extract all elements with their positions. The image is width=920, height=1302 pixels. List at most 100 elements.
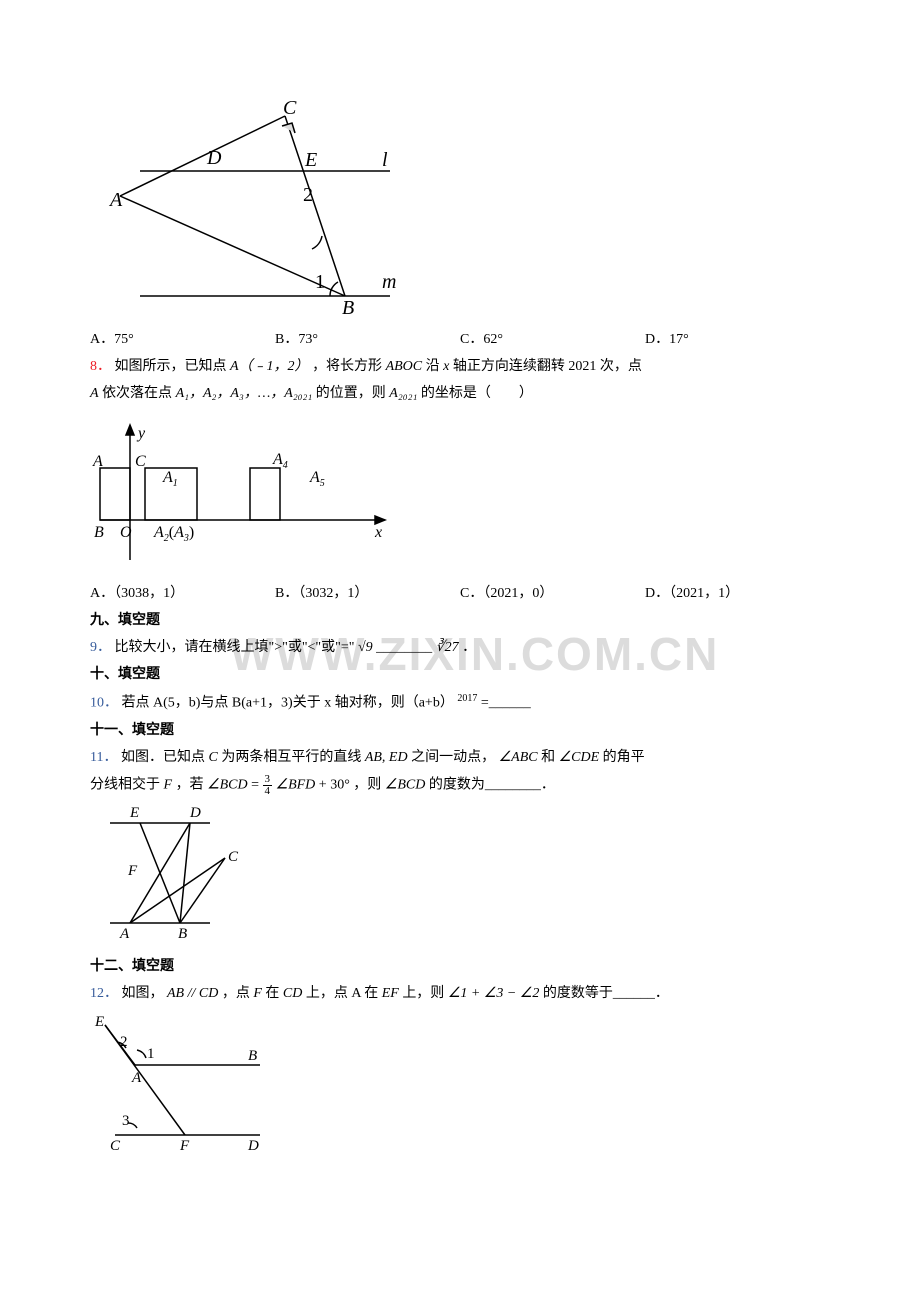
q10-text-a: 若点 A(5，b)与点 B(a+1，3)关于 x 轴对称，则（a+b） [122, 696, 454, 711]
q12-text-d: 上，点 [306, 986, 348, 1001]
svg-text:E: E [129, 805, 139, 821]
svg-text:2: 2 [303, 184, 313, 206]
q11-ang1: ∠ABC [499, 750, 538, 765]
section12-heading: 十二、填空题 [90, 956, 830, 977]
q10: 10． 若点 A(5，b)与点 B(a+1，3)关于 x 轴对称，则（a+b） … [90, 691, 830, 714]
q11-text-a: 如图．已知点 [121, 750, 205, 765]
q12-F: F [253, 986, 262, 1001]
q11-angres: ∠BCD [385, 777, 426, 792]
q10-exp: 2017 [457, 693, 477, 704]
q11-l2a: 分线相交于 [90, 777, 160, 792]
q12-text-g: 的度数等于______． [543, 986, 669, 1001]
q8-figure: y A C A1 A4 A5 B O A2(A3) x [90, 410, 830, 577]
q11-eq-plus: + 30° [319, 777, 350, 792]
q8-line1: 8． 如图所示，已知点 A（﹣1，2） ，将长方形 ABOC 沿 x 轴正方向连… [90, 356, 830, 377]
q12-text-c: 在 [265, 986, 279, 1001]
q11-F: F [164, 777, 173, 792]
q8-option-b: B．（3032，1） [275, 583, 460, 604]
q8-point-a: A（﹣1，2） [230, 359, 309, 374]
svg-text:B: B [94, 524, 104, 541]
section9-heading: 九、填空题 [90, 610, 830, 631]
q8-text-c: 沿 [426, 359, 444, 374]
svg-text:C: C [135, 453, 146, 470]
q11-line2: 分线相交于 F ，若 ∠BCD = 3 4 ∠BFD + 30° ，则 ∠BCD… [90, 774, 830, 797]
q11-figure: E D C F A B [90, 803, 830, 950]
q12: 12． 如图， AB // CD ，点 F 在 CD 上，点 A 在 EF 上，… [90, 983, 830, 1004]
svg-text:l: l [382, 149, 388, 171]
page: WWW.ZIXIN.COM.CN C D E [0, 0, 920, 1302]
q8-text-l2c: 的位置，则 [316, 386, 390, 401]
q11-abed: AB, ED [365, 750, 408, 765]
q10-number: 10． [90, 696, 118, 711]
q9-period: ． [462, 640, 476, 655]
q11-eq-var: ∠BFD [276, 777, 316, 792]
svg-text:A: A [119, 926, 130, 942]
svg-text:D: D [189, 805, 201, 821]
q12-expr: ∠1 + ∠3 − ∠2 [448, 986, 540, 1001]
q11-l2d: 的度数为________． [429, 777, 555, 792]
svg-text:A: A [92, 453, 103, 470]
svg-text:1: 1 [315, 271, 325, 293]
q11-text-d: 和 [541, 750, 555, 765]
svg-text:A1: A1 [162, 469, 178, 489]
q8-option-c: C．（2021，0） [460, 583, 645, 604]
svg-text:A2(A3): A2(A3) [153, 524, 194, 544]
q8-seq: A₁，A₂，A₃，…，A₂₀₂₁ [176, 386, 313, 401]
svg-text:m: m [382, 271, 396, 293]
q9-blank: ________ [376, 640, 432, 655]
q8-text-d: 轴正方向连续翻转 2021 次，点 [453, 359, 642, 374]
q8-options: A．（3038，1） B．（3032，1） C．（2021，0） D．（2021… [90, 583, 830, 604]
q8-text-b: ，将长方形 [312, 359, 386, 374]
q8-shape: ABOC [386, 359, 423, 374]
q11-line1: 11． 如图．已知点 C 为两条相互平行的直线 AB, ED 之间一动点， ∠A… [90, 747, 830, 768]
content: C D E l A 2 1 m B A．75° B．73° C．62° D．17… [90, 96, 830, 1167]
q12-CD: CD [283, 986, 302, 1001]
q12-text-a: 如图， [122, 986, 164, 1001]
q12-EF: EF [382, 986, 399, 1001]
q12-rel: AB // CD [167, 986, 218, 1001]
q12-figure: E 2 1 A B 3 C F D [90, 1010, 830, 1167]
svg-text:A5: A5 [309, 469, 325, 489]
q12-A: A [351, 986, 360, 1001]
q11-eq-mid: = [251, 777, 259, 792]
q7-option-b: B．73° [275, 329, 460, 350]
q7-option-a: A．75° [90, 329, 275, 350]
q7-options: A．75° B．73° C．62° D．17° [90, 329, 830, 350]
q8-text-l2b: 依次落在点 [102, 386, 176, 401]
q7-option-d: D．17° [645, 329, 830, 350]
q11-frac-num: 3 [263, 774, 273, 786]
q8-A: A [90, 386, 99, 401]
section11-heading: 十一、填空题 [90, 720, 830, 741]
svg-text:E: E [94, 1014, 104, 1030]
svg-text:F: F [179, 1138, 190, 1154]
q11-l2b: ，若 [176, 777, 204, 792]
q11-eq-lhs: ∠BCD [207, 777, 248, 792]
q8-line2: A 依次落在点 A₁，A₂，A₃，…，A₂₀₂₁ 的位置，则 A₂₀₂₁ 的坐标… [90, 383, 830, 404]
q8-text-l2d: 的坐标是（ ） [421, 386, 533, 401]
svg-text:x: x [374, 524, 382, 541]
svg-text:D: D [247, 1138, 259, 1154]
q8-number: 8． [90, 359, 111, 374]
q8-text-a: 如图所示，已知点 [115, 359, 231, 374]
q11-text-e: 的角平 [603, 750, 645, 765]
section10-heading: 十、填空题 [90, 664, 830, 685]
svg-text:2: 2 [120, 1034, 128, 1050]
svg-text:C: C [110, 1138, 121, 1154]
q8-option-a: A．（3038，1） [90, 583, 275, 604]
svg-text:D: D [206, 147, 222, 169]
q9-right: ∛27 [436, 640, 459, 655]
svg-text:E: E [304, 149, 317, 171]
q11-frac-den: 4 [263, 786, 273, 797]
svg-text:3: 3 [122, 1113, 130, 1129]
q11-frac: 3 4 [263, 774, 273, 797]
svg-text:A: A [131, 1070, 142, 1086]
q11-number: 11． [90, 750, 117, 765]
q9-left: √9 [358, 640, 373, 655]
q8-option-d: D．（2021，1） [645, 583, 830, 604]
svg-text:C: C [283, 97, 297, 119]
q9-number: 9． [90, 640, 111, 655]
q12-text-e: 在 [364, 986, 378, 1001]
svg-text:B: B [248, 1048, 257, 1064]
q7-figure: C D E l A 2 1 m B [90, 96, 830, 323]
q12-text-f: 上，则 [402, 986, 444, 1001]
